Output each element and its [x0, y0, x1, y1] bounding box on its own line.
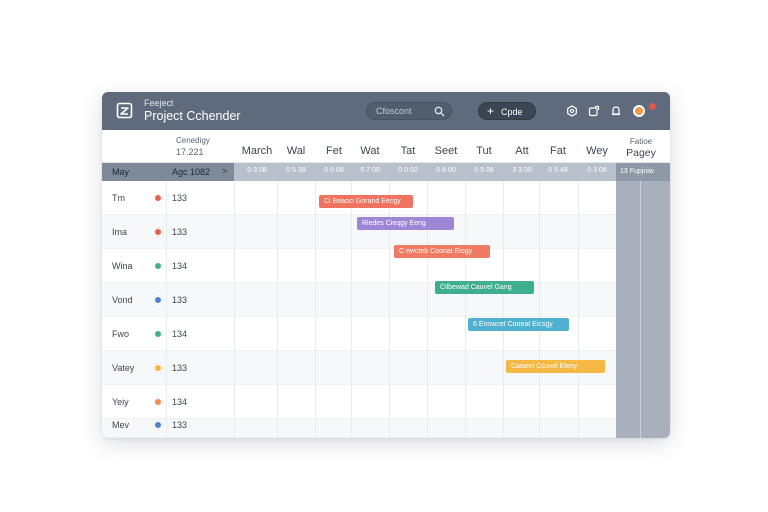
day-label[interactable]: Fet	[326, 145, 342, 157]
day-label[interactable]: Fat	[550, 145, 566, 157]
plus-icon: +	[487, 104, 495, 118]
search-input[interactable]: Cfoscont	[366, 102, 452, 120]
grid-line	[389, 181, 390, 438]
status-dot	[154, 330, 162, 338]
day-label[interactable]: Wat	[360, 145, 380, 157]
event-bar[interactable]: Ci Beaoci Gorand Eecgy	[319, 195, 413, 208]
status-dot	[154, 398, 162, 406]
day-label[interactable]: March	[241, 145, 273, 157]
grid-line	[427, 181, 428, 438]
status-dot	[154, 194, 162, 202]
app-window: Feeject Project Cchender Cfoscont + Cpde	[102, 92, 670, 438]
grid-line	[465, 181, 466, 438]
resource-row[interactable]: Yeiy 134	[102, 385, 616, 419]
event-bar[interactable]: Riedes Cieqgy Eeng	[357, 217, 454, 230]
sub-header-cell: 0 0 02	[398, 167, 418, 174]
row-label: Ima	[112, 227, 128, 237]
right-panel	[616, 181, 670, 438]
header-date: 17.221	[176, 147, 204, 157]
sub-header-cell: 0 5 48	[548, 167, 568, 174]
status-dot	[154, 421, 162, 429]
resource-row[interactable]: Tm 133	[102, 181, 616, 215]
status-dot	[154, 228, 162, 236]
row-time: 134	[172, 329, 188, 339]
row-time: 133	[172, 420, 188, 430]
resource-row[interactable]: Mev 133	[102, 419, 616, 438]
sub-header-cell: 0 5 38	[286, 167, 306, 174]
row-label: Yeiy	[112, 397, 129, 407]
sub-header-cell: 0 3 08	[587, 167, 607, 174]
sub-header: May Agc 1082 > 0 3 08 0 5 38 0 0 08 5 7 …	[102, 163, 670, 181]
create-button-label: Cpde	[501, 107, 523, 117]
chevron-right-icon[interactable]: >	[222, 166, 228, 176]
row-label: Fwo	[112, 329, 130, 339]
grid-line	[166, 181, 167, 438]
day-label[interactable]: Tat	[400, 145, 416, 157]
day-label[interactable]: Tut	[476, 145, 492, 157]
search-placeholder: Cfoscont	[376, 106, 412, 116]
right-panel-header: 13 Fupjniw	[616, 163, 670, 181]
event-bar[interactable]: 6 Ennwcet Coneat Eicsgy	[468, 318, 569, 331]
grid-line	[315, 181, 316, 438]
row-time: 133	[172, 193, 188, 203]
row-label: Mev	[112, 420, 130, 430]
grid-line	[351, 181, 352, 438]
sub-header-cell: 3 3 00	[512, 167, 532, 174]
status-dot	[154, 262, 162, 270]
avatar[interactable]	[633, 105, 645, 117]
sub-header-cell: 0 8 00	[436, 167, 456, 174]
event-bar[interactable]: C ewcteb Coonat Eiogy	[394, 245, 490, 258]
sub-header-cell: 0 3 08	[247, 167, 267, 174]
status-dot	[154, 296, 162, 304]
row-time: 133	[172, 227, 188, 237]
calendar-grid: Tm 133 Ima 133 Wina 134 Vond 133 Fwo 134…	[102, 181, 670, 438]
sub-header-cell: 0 5 08	[474, 167, 494, 174]
sub-header-cell: 5 7 00	[360, 167, 380, 174]
day-label[interactable]: Att	[515, 145, 529, 157]
right-panel-caption: Fatioe	[629, 137, 653, 146]
title-bar: Feeject Project Cchender Cfoscont + Cpde	[102, 92, 670, 130]
day-label[interactable]: Wey	[586, 145, 608, 157]
right-panel-title: Pagey	[626, 147, 656, 159]
grid-line	[578, 181, 579, 438]
day-label[interactable]: Wal	[286, 145, 306, 157]
row-label: Vond	[112, 295, 133, 305]
month-date: Agc 1082	[172, 167, 211, 177]
app-title: Project Cchender	[144, 109, 241, 123]
event-bar[interactable]: Caiseel Ccuvel Eleny	[506, 360, 605, 373]
status-dot	[154, 364, 162, 372]
month-selector[interactable]: May Agc 1082 >	[102, 163, 234, 181]
right-panel-header-label: 13 Fupjniw	[620, 168, 654, 175]
header-caption: Cenedigy	[176, 136, 210, 145]
calendar-logo-icon	[116, 102, 133, 119]
grid-line	[539, 181, 540, 438]
settings-icon[interactable]	[566, 105, 578, 117]
row-label: Tm	[112, 193, 125, 203]
create-button[interactable]: + Cpde	[478, 102, 536, 120]
resource-row[interactable]: Fwo 134	[102, 317, 616, 351]
row-time: 133	[172, 295, 188, 305]
resource-row[interactable]: Wina 134	[102, 249, 616, 283]
sub-header-cell: 0 0 08	[324, 167, 344, 174]
bell-icon[interactable]	[610, 105, 622, 117]
row-time: 133	[172, 363, 188, 373]
calendar-header: Cenedigy 17.221 March Wal Fet Wat Tat Se…	[102, 130, 670, 163]
share-icon[interactable]	[588, 105, 600, 117]
row-time: 134	[172, 261, 188, 271]
row-label: Wina	[112, 261, 133, 271]
grid-line	[234, 181, 235, 438]
right-panel-divider	[640, 181, 641, 438]
grid-line	[503, 181, 504, 438]
search-icon	[434, 106, 445, 117]
row-time: 134	[172, 397, 188, 407]
grid-line	[277, 181, 278, 438]
row-label: Vatey	[112, 363, 135, 373]
month-label: May	[112, 167, 130, 177]
app-subtitle: Feeject	[144, 98, 174, 108]
notification-badge	[649, 103, 656, 110]
day-label[interactable]: Seet	[434, 145, 458, 157]
event-bar[interactable]: Cilbewad Cauvel Gang	[435, 281, 534, 294]
